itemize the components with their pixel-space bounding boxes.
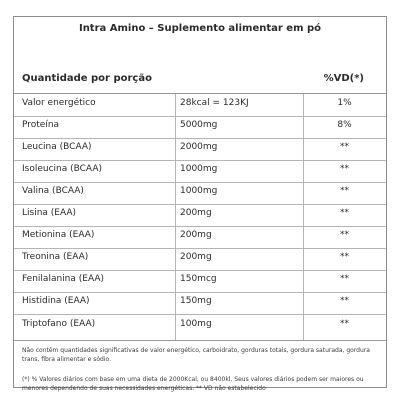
nutrient-name: Leucina (BCAA) bbox=[22, 142, 92, 152]
nutrient-vd: 8% bbox=[337, 120, 352, 130]
nutrient-name: Isoleucina (BCAA) bbox=[22, 164, 103, 174]
row-divider bbox=[14, 160, 386, 161]
nutrient-name: Fenilalanina (EAA) bbox=[22, 274, 105, 284]
table-row: Metionina (EAA) 200mg ** bbox=[14, 226, 386, 248]
nutrient-name: Histidina (EAA) bbox=[22, 296, 90, 306]
portion-header: Quantidade por porção bbox=[22, 73, 152, 84]
nutrient-vd: 1% bbox=[337, 98, 352, 108]
nutrient-amount: 150mcg bbox=[180, 274, 217, 284]
table-title: Intra Amino – Suplemento alimentar em pó bbox=[78, 23, 322, 34]
column-divider bbox=[303, 94, 304, 340]
nutrient-grid: Valor energético 28kcal = 123KJ 1% Prote… bbox=[14, 93, 386, 341]
table-row: Triptofano (EAA) 100mg ** bbox=[14, 315, 386, 337]
nutrient-name: Lisina (EAA) bbox=[22, 208, 77, 218]
nutrient-amount: 28kcal = 123KJ bbox=[180, 98, 249, 108]
nutrient-vd: ** bbox=[340, 274, 349, 284]
footnote-daily-values: (*) % Valores diários com base em uma di… bbox=[22, 376, 364, 392]
nutrient-amount: 1000mg bbox=[180, 186, 218, 196]
nutrient-vd: ** bbox=[340, 319, 349, 329]
nutrient-vd: ** bbox=[340, 164, 349, 174]
header-row: Quantidade por porção %VD(*) bbox=[14, 63, 386, 93]
table-row: Valina (BCAA) 1000mg ** bbox=[14, 182, 386, 204]
nutrient-name: Triptofano (EAA) bbox=[22, 319, 96, 329]
nutrient-amount: 1000mg bbox=[180, 164, 218, 174]
nutrient-vd: ** bbox=[340, 296, 349, 306]
nutrient-amount: 150mg bbox=[180, 296, 212, 306]
table-row: Leucina (BCAA) 2000mg ** bbox=[14, 138, 386, 160]
nutrient-vd: ** bbox=[340, 252, 349, 262]
row-divider bbox=[14, 248, 386, 249]
column-divider bbox=[175, 94, 176, 340]
table-row: Proteína 5000mg 8% bbox=[14, 116, 386, 138]
nutrient-vd: ** bbox=[340, 186, 349, 196]
nutrient-amount: 200mg bbox=[180, 252, 212, 262]
nutrient-vd: ** bbox=[340, 208, 349, 218]
nutrient-amount: 5000mg bbox=[180, 120, 218, 130]
nutrient-name: Valor energético bbox=[22, 98, 96, 108]
table-row: Isoleucina (BCAA) 1000mg ** bbox=[14, 160, 386, 182]
table-row: Fenilalanina (EAA) 150mcg ** bbox=[14, 270, 386, 292]
row-divider bbox=[14, 204, 386, 205]
vd-header: %VD(*) bbox=[323, 73, 364, 84]
table-row: Lisina (EAA) 200mg ** bbox=[14, 204, 386, 226]
table-row: Histidina (EAA) 150mg ** bbox=[14, 292, 386, 314]
nutrient-amount: 2000mg bbox=[180, 142, 218, 152]
nutrient-name: Metionina (EAA) bbox=[22, 230, 95, 240]
nutrient-name: Proteína bbox=[22, 120, 60, 130]
nutrient-name: Treonina (EAA) bbox=[22, 252, 89, 262]
nutrient-amount: 100mg bbox=[180, 319, 212, 329]
nutrient-name: Valina (BCAA) bbox=[22, 186, 84, 196]
row-divider bbox=[14, 314, 386, 315]
row-divider bbox=[14, 292, 386, 293]
row-divider bbox=[14, 182, 386, 183]
row-divider bbox=[14, 226, 386, 227]
row-divider bbox=[14, 116, 386, 117]
nutrient-amount: 200mg bbox=[180, 230, 212, 240]
nutrient-vd: ** bbox=[340, 142, 349, 152]
nutrient-amount: 200mg bbox=[180, 208, 212, 218]
row-divider bbox=[14, 270, 386, 271]
nutrition-table: Intra Amino – Suplemento alimentar em pó… bbox=[13, 16, 387, 392]
table-row: Treonina (EAA) 200mg ** bbox=[14, 248, 386, 270]
row-divider bbox=[14, 138, 386, 139]
footnote-nutrients: Não contêm quantidades significativas de… bbox=[22, 347, 370, 363]
table-row: Valor energético 28kcal = 123KJ 1% bbox=[14, 94, 386, 116]
nutrient-vd: ** bbox=[340, 230, 349, 240]
